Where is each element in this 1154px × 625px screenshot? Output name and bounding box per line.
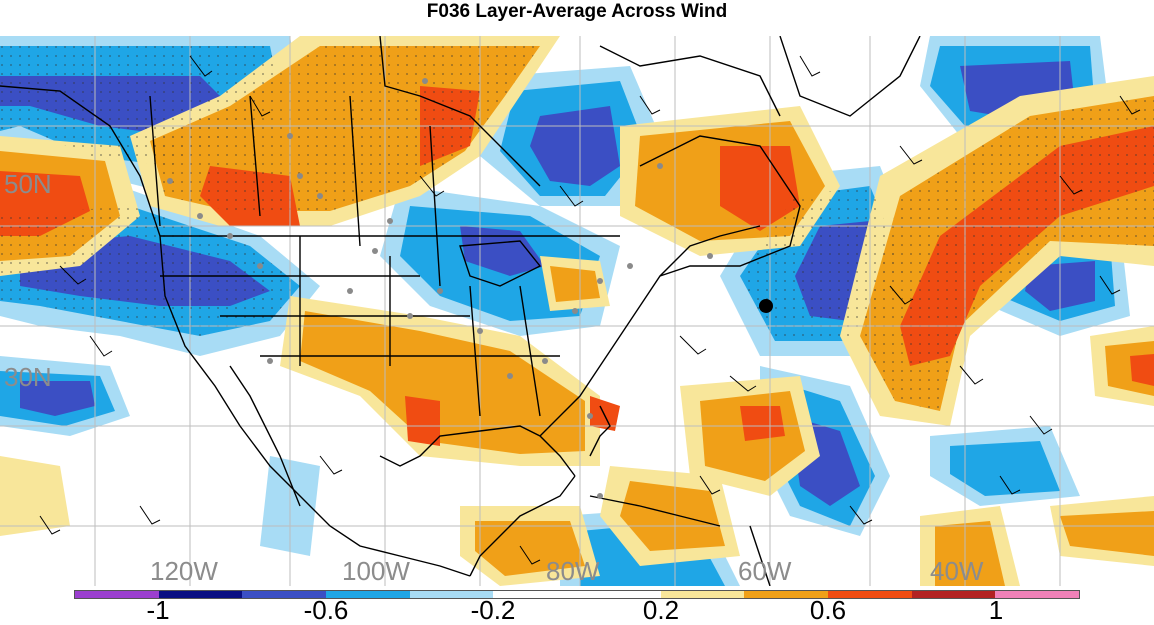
colorbar-label-neg06: -0.6	[303, 595, 349, 625]
colorbar-segment	[660, 591, 745, 598]
marker-dot	[759, 299, 773, 313]
colorbar-segment	[493, 591, 578, 598]
station-dots	[167, 78, 713, 499]
wind-barbs	[39, 55, 1141, 565]
contour-map	[0, 36, 1154, 586]
colorbar-segment	[744, 591, 829, 598]
colorbar-segment	[158, 591, 243, 598]
colorbar-label-02: 0.2	[642, 595, 680, 625]
colorbar-segment	[828, 591, 912, 598]
stipple-overlay	[0, 46, 1154, 411]
colorbar	[74, 590, 1080, 599]
colorbar-segment	[577, 591, 661, 598]
colorbar-label-neg02: -0.2	[470, 595, 516, 625]
colorbar-segment	[242, 591, 327, 598]
map-title: F036 Layer-Average Across Wind	[426, 1, 728, 22]
colorbar-segment	[911, 591, 996, 598]
colorbar-label-1: 1	[988, 595, 1004, 625]
graticule	[0, 36, 1154, 586]
colorbar-label-06: 0.6	[809, 595, 847, 625]
map-panel: 50N 30N 120W 100W 80W 60W 40W	[0, 36, 1154, 586]
colorbar-segment	[995, 591, 1080, 598]
colorbar-label-neg1: -1	[146, 595, 170, 625]
lon-label-40w: 40W	[930, 556, 984, 586]
lon-label-100w: 100W	[342, 556, 410, 586]
lon-label-120w: 120W	[150, 556, 218, 586]
colorbar-segment	[75, 591, 159, 598]
coastlines-borders	[0, 36, 921, 586]
lat-label-30n: 30N	[4, 362, 52, 392]
colorbar-segment	[409, 591, 494, 598]
lon-label-80w: 80W	[546, 556, 600, 586]
lon-label-60w: 60W	[738, 556, 792, 586]
colorbar-segment	[326, 591, 410, 598]
lat-label-50n: 50N	[4, 169, 52, 199]
